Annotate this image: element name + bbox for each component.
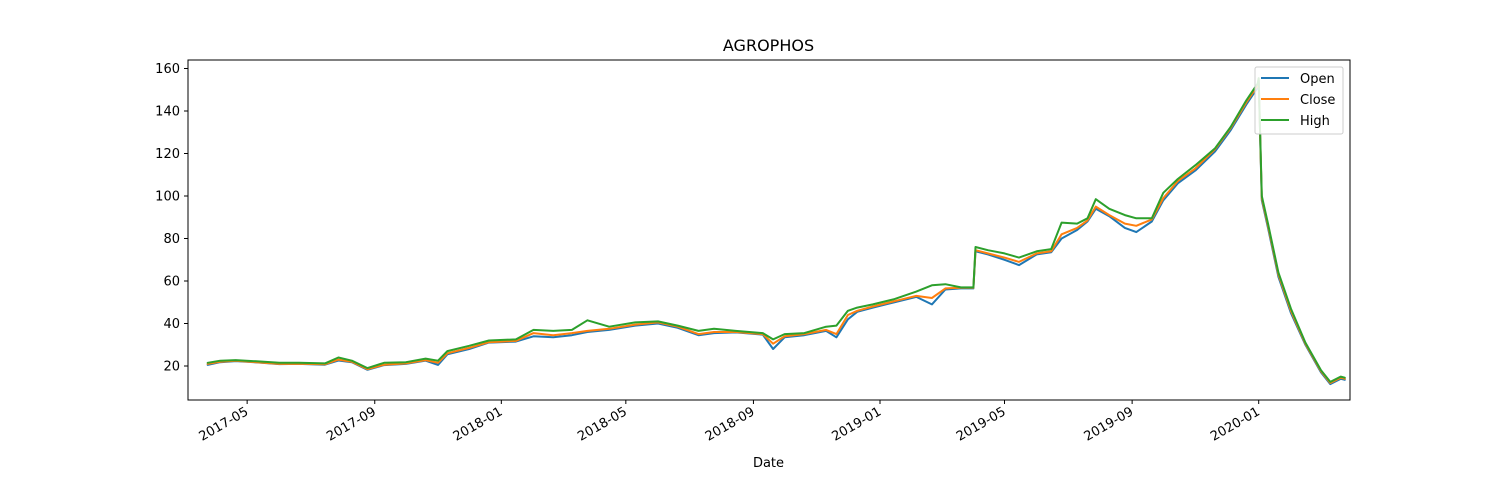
y-tick-label: 40 [163,317,180,332]
legend-label-close: Close [1300,93,1335,108]
series-line-open [206,80,1346,386]
legend-box [1254,66,1344,135]
y-tick-label: 160 [155,62,180,77]
legend-label-high: High [1300,114,1330,129]
legend-label-open: Open [1300,72,1335,87]
y-tick-label: 140 [155,105,180,120]
y-tick-label: 120 [155,147,180,162]
y-tick-label: 80 [163,232,180,247]
y-axis: 20 40 60 80 100 120 140 160 [155,62,188,375]
series-layer [206,77,1346,386]
plot-frame [187,59,1351,401]
legend: Open Close High [1254,66,1344,135]
series-line-high [206,77,1346,383]
y-tick-label: 100 [155,190,180,205]
x-axis-label: Date [753,456,784,471]
y-tick-label: 20 [163,360,180,375]
y-tick-label: 60 [163,275,180,290]
chart-title: AGROPHOS [723,36,814,55]
